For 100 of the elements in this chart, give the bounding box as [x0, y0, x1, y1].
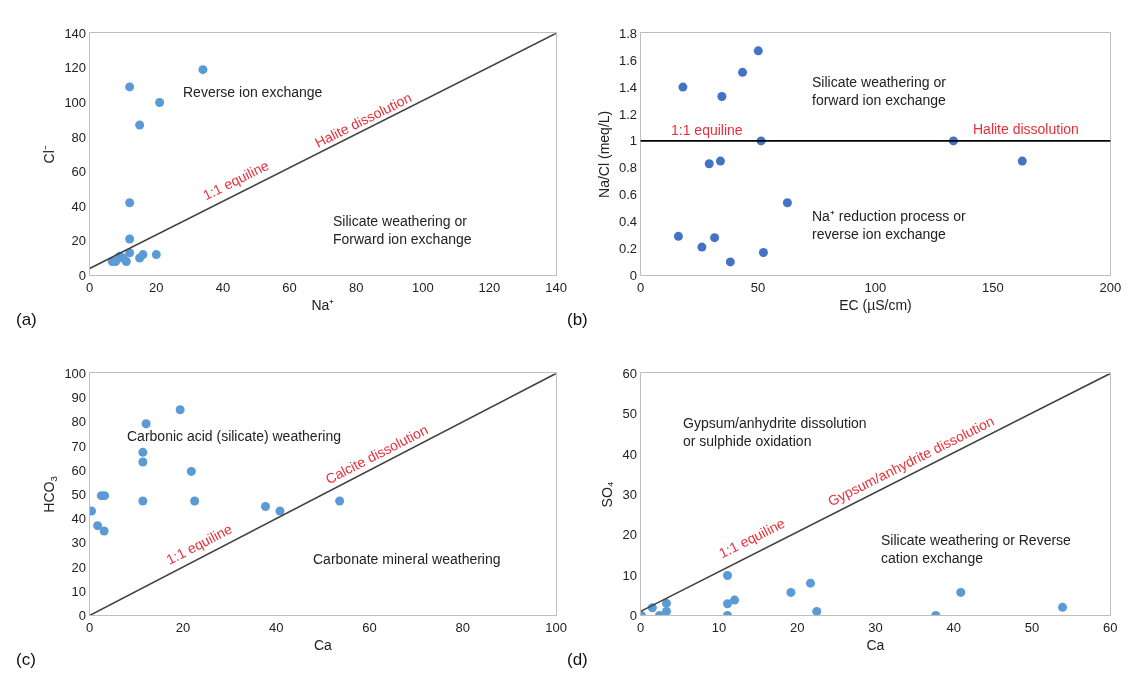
y-tick-label: 140 — [64, 25, 87, 41]
point — [335, 496, 345, 506]
y-tick-label: 40 — [71, 198, 87, 214]
y-tick-label: 40 — [71, 511, 87, 527]
x-tick-label: 60 — [362, 620, 377, 636]
y-tick-label: 20 — [71, 559, 87, 575]
y-tick-label: 1.4 — [618, 79, 638, 95]
x-tick-label: 50 — [750, 279, 766, 295]
y-tick-label: 60 — [71, 164, 87, 180]
x-tick-label: 40 — [215, 279, 231, 295]
text: (c) — [16, 650, 36, 669]
y-tick-label: 50 — [622, 406, 638, 422]
point — [138, 447, 148, 457]
x-tick-label: 200 — [1099, 279, 1122, 295]
y-tick-label: 80 — [71, 129, 87, 145]
point — [175, 405, 185, 415]
y-tick-label: 1.8 — [618, 25, 638, 41]
point — [198, 65, 208, 75]
point — [89, 506, 97, 516]
y-tick-label: 30 — [71, 535, 87, 551]
point — [725, 257, 735, 267]
x-tick-label: 50 — [1024, 620, 1040, 636]
y-tick-label: 0.8 — [618, 160, 638, 176]
point — [125, 234, 135, 244]
y-tick-label: 0.4 — [618, 214, 638, 230]
y-tick-label: 0 — [629, 607, 638, 623]
point — [261, 502, 270, 512]
point — [190, 496, 200, 506]
y-tick-label: 10 — [71, 583, 87, 599]
x-tick-label: 10 — [711, 620, 727, 636]
annotation: Carbonate mineral weathering — [313, 551, 501, 567]
y-tick-label: 20 — [622, 527, 638, 543]
point — [138, 457, 148, 467]
annotation: Halite dissolution — [973, 121, 1079, 137]
annotation: Silicate weathering or Reverse cation exchange — [881, 532, 1072, 567]
point — [673, 231, 683, 241]
y-tick-label: 30 — [622, 486, 638, 502]
y-tick-label: 100 — [64, 95, 87, 111]
text: (b) — [567, 310, 588, 329]
point — [717, 92, 727, 102]
annotation: Gypsum/anhydrite dissolution or sulphide oxidation — [683, 415, 867, 450]
point — [138, 496, 148, 506]
x-axis-title: EC (µS/cm) — [839, 297, 912, 314]
y-tick-label: 1.2 — [618, 106, 638, 122]
y-tick-label: 0 — [78, 607, 87, 623]
y-tick-label: 60 — [622, 365, 638, 381]
point — [715, 156, 725, 166]
point — [141, 419, 151, 429]
point — [125, 82, 135, 92]
y-tick-label: 0.2 — [618, 240, 638, 256]
x-tick-label: 20 — [149, 279, 164, 295]
y-tick-label: 40 — [622, 446, 638, 462]
point — [135, 120, 145, 130]
point — [125, 198, 135, 208]
annotation: Silicate weathering or Forward ion exchange — [333, 213, 472, 248]
annotation: Silicate weathering or forward ion exchange — [812, 74, 947, 109]
annotation: Carbonic acid (silicate) weathering — [127, 428, 341, 444]
point — [738, 67, 748, 77]
y-tick-label: 100 — [64, 365, 87, 381]
point — [93, 521, 103, 531]
text: (a) — [16, 310, 37, 329]
y-tick-label: 20 — [71, 233, 87, 249]
x-tick-label: 30 — [868, 620, 883, 636]
point — [155, 97, 165, 107]
point — [758, 247, 768, 257]
x-axis-title: Ca — [313, 637, 333, 654]
y-tick-label: 60 — [71, 462, 87, 478]
y-axis-title: SO₄ — [599, 481, 616, 508]
y-axis-title: Cl⁻ — [40, 145, 57, 164]
y-axis-title: Na/Cl (meq/L) — [595, 110, 612, 198]
y-tick-label: 1 — [629, 133, 638, 149]
point — [151, 250, 161, 260]
y-tick-label: 70 — [71, 438, 87, 454]
x-tick-label: 40 — [946, 620, 961, 636]
y-tick-label: 0.6 — [618, 187, 638, 203]
x-tick-label: 120 — [478, 279, 501, 295]
x-tick-label: 60 — [1103, 620, 1118, 636]
point — [678, 82, 688, 92]
y-tick-label: 10 — [622, 567, 638, 583]
point — [121, 257, 131, 266]
point — [704, 159, 714, 169]
x-tick-label: 80 — [348, 279, 364, 295]
x-axis-title: Ca — [866, 637, 885, 654]
point — [275, 506, 285, 516]
y-tick-label: 120 — [64, 60, 87, 76]
x-tick-label: 20 — [175, 620, 191, 636]
annotation: Na⁺ reduction process or reverse ion exchange — [812, 208, 966, 243]
y-tick-label: 0 — [78, 267, 87, 283]
point — [1017, 156, 1027, 166]
point — [186, 466, 196, 476]
point — [710, 233, 720, 243]
x-tick-label: 100 — [411, 279, 434, 295]
y-tick-label: 1.6 — [618, 52, 638, 68]
y-tick-label: 50 — [71, 486, 87, 502]
annotation: 1:1 equiline — [671, 122, 743, 138]
x-tick-label: 100 — [864, 279, 887, 295]
x-tick-label: 140 — [545, 279, 567, 295]
y-tick-label: 90 — [71, 390, 87, 406]
x-tick-label: 150 — [982, 279, 1004, 295]
x-tick-label: 20 — [789, 620, 805, 636]
